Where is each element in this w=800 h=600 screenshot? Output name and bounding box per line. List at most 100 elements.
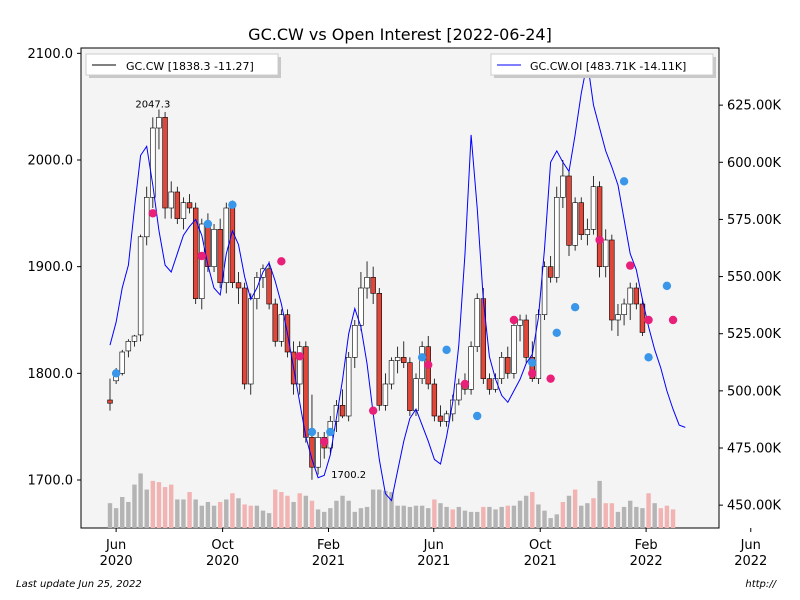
volume-bar [193,499,198,528]
x-tick-label-year: 2020 [206,554,239,569]
volume-bar [199,505,204,528]
volume-bar [346,500,351,528]
candle-body [364,277,370,289]
volume-bar [523,495,529,528]
candle-body [229,207,236,283]
volume-bar [554,514,559,528]
y-left-tick-label: 1800.0 [28,367,74,382]
candle-body [627,287,633,305]
marker-pink [424,360,433,369]
x-tick-label-year: 2022 [630,554,663,569]
y-left-tick-label: 2100.0 [28,47,74,62]
x-tick-label-year: 2022 [734,554,767,569]
x-tick-label-year: 2021 [417,554,450,569]
volume-bar [597,480,602,528]
candle-body [615,314,621,321]
marker-layer: 2047.3 1700.2 [111,100,678,481]
volume-bar [162,487,168,528]
plot-area [80,47,720,529]
volume-bar [615,511,621,528]
candle-body [168,191,174,209]
volume-bar [407,506,413,528]
candle-body [266,268,272,305]
volume-bar [260,510,266,528]
candle-body [297,346,303,385]
x-tick-label-year: 2020 [100,554,133,569]
marker-pink [197,251,206,261]
candle-body [541,266,548,315]
volume-bar [377,489,382,528]
volume-bar [505,505,510,528]
marker-blue [473,411,482,421]
volume-bar [511,505,517,528]
x-tick-label-month: Jun [423,538,444,553]
candle-body [278,314,285,342]
x-tick-label-year: 2021 [524,554,557,569]
candle-body [498,357,505,379]
marker-pink [626,261,635,270]
marker-pink [277,257,286,266]
candle-body [443,413,450,422]
volume-bar [126,501,131,528]
volume-bar [444,506,449,528]
volume-bar [579,505,584,528]
volume-bar [517,500,523,528]
volume-bar [462,510,468,528]
volume-bar [156,482,162,528]
volume-bar [315,509,321,528]
candle-body [107,399,113,404]
candle-body [603,239,609,267]
volume-bar [358,508,364,528]
volume-bar [322,511,327,528]
candle-body [376,293,382,406]
marker-pink [460,379,470,389]
candle-body [303,346,309,438]
volume-bar [572,489,578,528]
candle-body [407,362,413,411]
candle-body [413,378,419,411]
volume-bar [493,509,498,528]
candle-body [241,287,248,385]
y-right-tick-label: 600.00K [727,156,781,171]
footer-url: http:// [745,579,776,590]
candle-body [523,319,529,358]
volume-bar [475,511,480,528]
volume-bar [542,510,547,528]
candle-body [162,117,168,209]
candle-body [529,357,535,379]
marker-pink [368,406,378,415]
marker-blue [552,328,561,337]
volume-bar [658,508,663,528]
volume-bar [468,511,474,528]
marker-blue [442,345,451,355]
volume-bar [670,509,676,528]
marker-pink [509,315,519,325]
volume-bar [499,506,504,528]
x-tick-label-year: 2021 [312,554,345,569]
candle-body [431,383,438,417]
candle-body [333,405,340,422]
volume-bar [334,500,339,528]
volume-bar [144,489,149,528]
candle-body [633,287,640,305]
y-left-tick-label: 2000.0 [28,154,74,169]
candle-body [345,357,352,417]
volume-bar [291,501,296,528]
volume-bar [591,498,596,528]
candle-body [235,282,242,289]
volume-bar [395,505,400,528]
candle-body [535,314,542,379]
y-left-tick-label: 1900.0 [28,260,74,275]
legend-right: GC.CW.OI [483.71K -14.11K] [490,53,716,78]
candle-body [578,202,584,235]
candle-body [370,277,376,294]
volume-bar [621,506,627,528]
candle-body [554,197,560,278]
candle-body [248,298,254,385]
volume-layer [107,473,676,528]
axes: 1700.0 1800.0 1900.0 2000.0 2100.0 450.00K 475… [28,47,782,569]
legend-right-label: GC.CW.OI [483.71K -14.11K] [530,60,686,73]
volume-bar [419,505,425,528]
volume-bar [383,490,388,528]
price-annotation: 1700.2 [331,470,366,481]
